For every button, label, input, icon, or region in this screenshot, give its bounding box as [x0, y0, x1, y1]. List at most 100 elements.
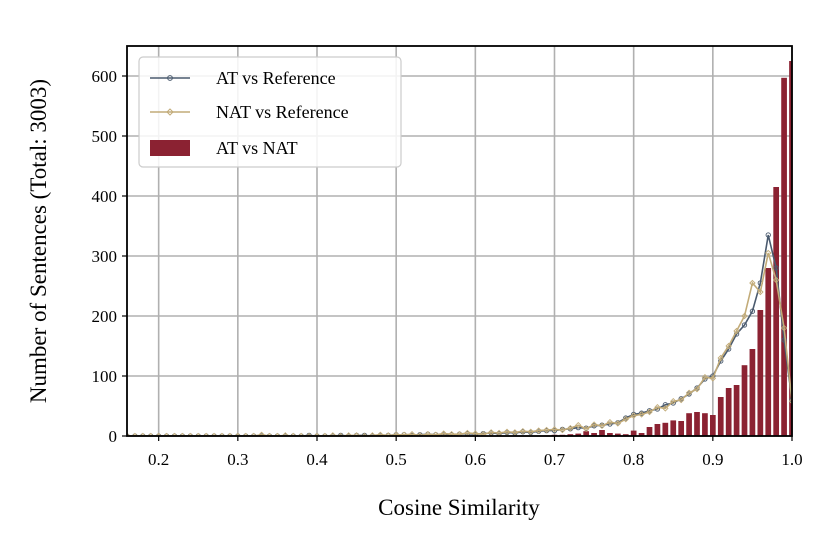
bar: [757, 310, 764, 436]
legend: AT vs Reference NAT vs Reference AT vs NAT: [138, 56, 402, 168]
data-point: [765, 249, 772, 257]
data-point: [551, 426, 558, 433]
data-point: [567, 424, 574, 432]
data-point: [543, 426, 550, 434]
data-point: [575, 421, 582, 429]
data-point: [741, 312, 748, 320]
data-point: [701, 373, 709, 381]
bar: [741, 365, 748, 436]
bar: [773, 187, 780, 436]
data-point: [694, 385, 700, 391]
x-tick-label: 0.2: [148, 450, 169, 469]
data-point: [432, 431, 439, 436]
series-nat-vs-reference: [127, 249, 792, 436]
data-point: [670, 397, 677, 405]
x-tick-label: 0.7: [544, 450, 566, 469]
bar: [702, 413, 708, 436]
data-point: [377, 431, 384, 436]
data-point: [630, 412, 637, 419]
data-point: [614, 420, 622, 427]
bar: [646, 427, 653, 436]
data-point: [282, 432, 289, 436]
bar: [717, 397, 724, 436]
bar: [654, 424, 661, 436]
bar: [630, 430, 637, 436]
data-point: [551, 427, 558, 434]
x-axis-title: Cosine Similarity: [378, 495, 540, 520]
y-tick-label: 500: [92, 127, 118, 146]
data-point: [646, 408, 653, 416]
y-tick-label: 100: [92, 367, 118, 386]
bar: [583, 431, 590, 436]
bar: [781, 77, 787, 436]
y-tick-label: 600: [92, 67, 118, 86]
y-axis-ticks: 0 100 200 300 400 500 600: [92, 67, 127, 446]
data-point: [631, 411, 637, 418]
bar: [638, 433, 645, 436]
bar: [575, 433, 582, 436]
legend-label: AT vs NAT: [216, 138, 298, 158]
data-point: [456, 430, 463, 436]
bar: [694, 412, 700, 436]
data-point: [503, 428, 511, 436]
data-point: [781, 337, 787, 343]
data-point: [345, 432, 352, 436]
data-point: [773, 265, 779, 271]
bar: [662, 422, 669, 436]
data-point: [416, 432, 424, 436]
data-point: [487, 429, 495, 436]
data-point: [733, 327, 740, 335]
series-at-vs-reference: [127, 232, 792, 436]
data-point: [448, 430, 455, 436]
data-point: [638, 411, 645, 418]
x-tick-label: 0.5: [386, 450, 407, 469]
plot-frame: [126, 45, 793, 437]
y-tick-label: 200: [92, 307, 118, 326]
bar: [709, 415, 716, 436]
data-point: [519, 427, 527, 435]
data-point: [408, 430, 416, 436]
data-point: [424, 430, 432, 436]
legend-swatch-bar: [150, 140, 190, 156]
bar: [614, 433, 621, 436]
data-point: [749, 279, 756, 287]
bar: [607, 433, 613, 436]
y-tick-label: 400: [92, 187, 118, 206]
data-point: [685, 389, 693, 397]
data-point: [385, 432, 392, 436]
data-point: [535, 427, 542, 434]
data-point: [472, 430, 479, 436]
line-series: [127, 232, 792, 436]
legend-marker: [167, 75, 173, 81]
x-tick-label: 1.0: [781, 450, 802, 469]
data-point: [480, 430, 487, 436]
legend-box: [138, 56, 402, 168]
data-point: [662, 402, 668, 408]
data-point: [654, 403, 661, 411]
data-point: [582, 425, 590, 433]
data-point: [772, 276, 780, 284]
data-point: [780, 324, 788, 332]
data-point: [440, 430, 447, 436]
bar: [678, 421, 685, 436]
data-point: [693, 385, 701, 393]
series-line: [127, 252, 792, 436]
data-point: [559, 426, 566, 434]
data-point: [329, 432, 337, 436]
legend-label: AT vs Reference: [216, 68, 336, 88]
bar: [591, 433, 597, 436]
data-point: [598, 422, 606, 430]
y-tick-label: 300: [92, 247, 118, 266]
data-point: [369, 432, 376, 436]
y-tick-label: 0: [109, 427, 118, 446]
x-tick-label: 0.4: [306, 450, 328, 469]
data-point: [511, 429, 519, 436]
data-point: [353, 432, 360, 436]
x-tick-label: 0.9: [702, 450, 723, 469]
data-point: [258, 431, 265, 436]
data-point: [392, 431, 400, 436]
y-axis-title: Number of Sentences (Total: 3003): [26, 79, 51, 403]
data-point: [788, 397, 792, 405]
bar-series: [543, 61, 792, 436]
